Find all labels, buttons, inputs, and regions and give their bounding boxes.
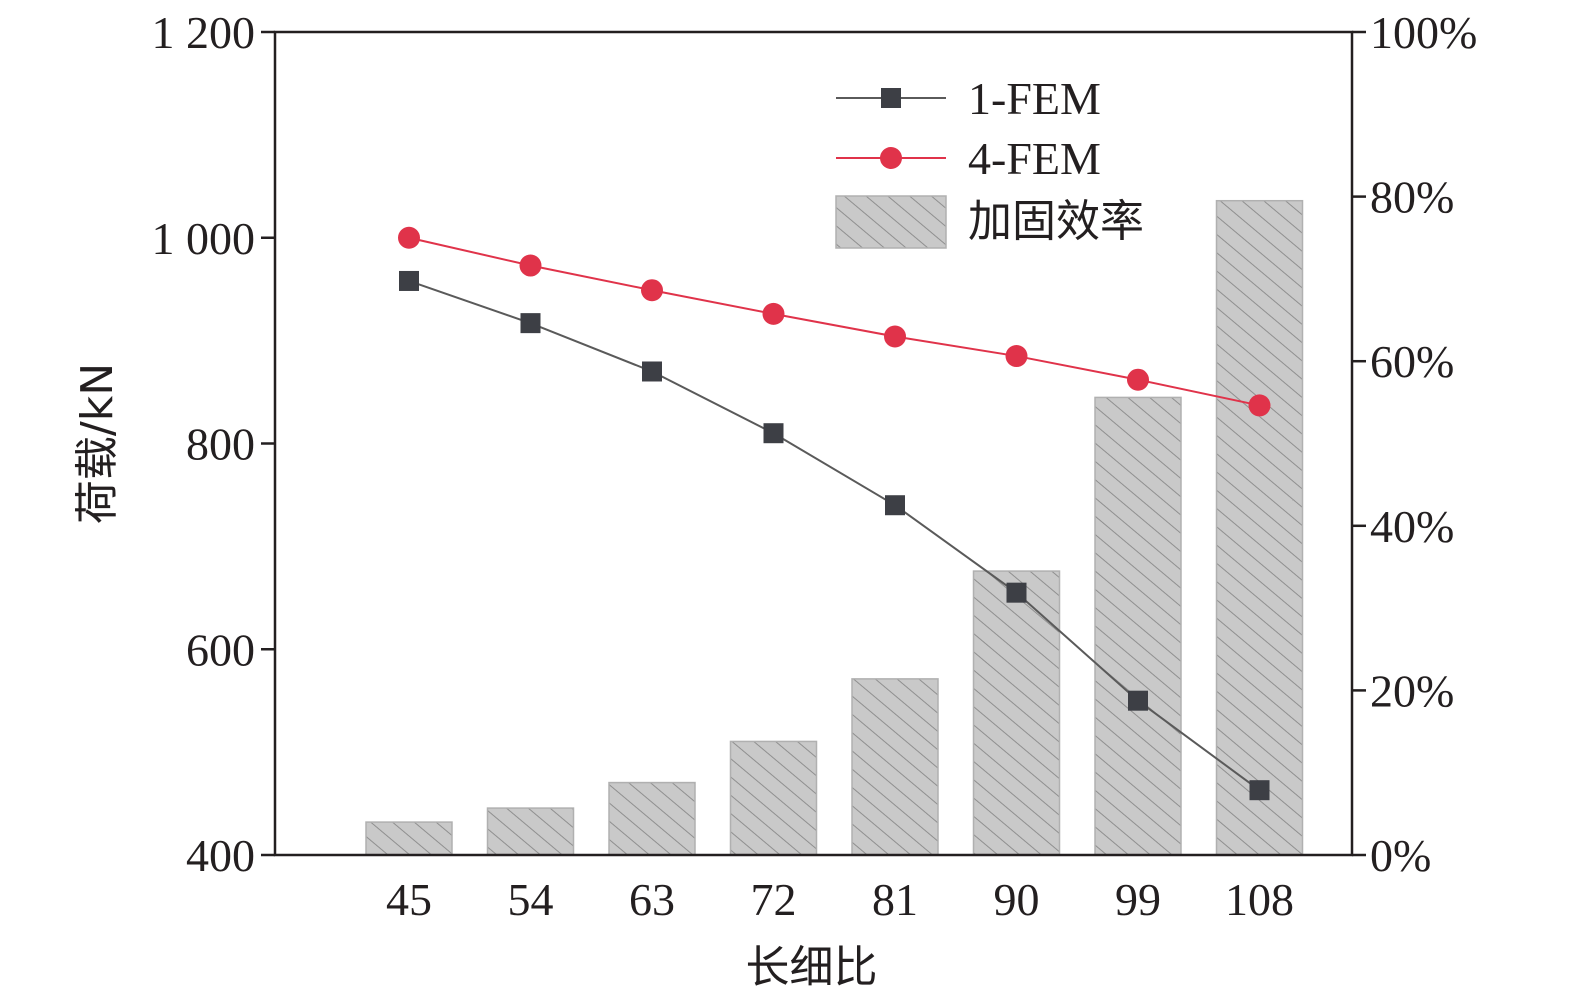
y2-tick-label: 100%: [1370, 7, 1477, 58]
x-tick-label: 63: [629, 874, 675, 925]
x-tick-label: 81: [872, 874, 918, 925]
point-1-fem-81: [885, 495, 905, 516]
series-line-4-fem: [408, 236, 1260, 407]
point-1-fem-72: [763, 423, 784, 444]
point-1-fem-90: [1006, 582, 1027, 603]
y2-tick-label: 0%: [1370, 830, 1431, 881]
legend-swatch-4-fem-marker: [880, 147, 902, 169]
point-4-fem-63: [641, 279, 663, 302]
labels-layer: 400 600 800 1 000 1 200 0% 20% 40% 60% 80% 100% 45 5…: [152, 7, 1478, 925]
point-1-fem-108: [1249, 780, 1270, 801]
point-4-fem-54: [519, 254, 542, 277]
y-axis-title: 荷载/kN: [72, 363, 123, 524]
bar-efficiency-90: [972, 570, 1061, 856]
x-tick-label: 45: [386, 874, 432, 925]
point-4-fem-72: [762, 302, 785, 325]
legend-swatch-1-fem-marker: [881, 88, 901, 108]
bar-efficiency-54: [486, 807, 575, 856]
point-4-fem-99: [1127, 368, 1149, 391]
legend-label-1-fem: 1-FEM: [968, 73, 1101, 124]
y-tick-label: 1 000: [152, 213, 256, 264]
x-tick-label: 99: [1115, 874, 1161, 925]
point-4-fem-90: [1005, 345, 1028, 368]
bar-efficiency-72: [729, 740, 818, 856]
point-1-fem-54: [520, 313, 541, 334]
y-tick-label: 400: [186, 830, 255, 881]
legend-label-4-fem: 4-FEM: [968, 133, 1101, 184]
bar-efficiency-99: [1094, 396, 1182, 856]
point-4-fem-81: [884, 325, 906, 348]
y2-tick-label: 20%: [1370, 665, 1454, 716]
lines-layer: [398, 226, 1271, 801]
legend-label-efficiency: 加固效率: [968, 196, 1144, 247]
bar-efficiency-81: [851, 678, 939, 856]
point-4-fem-108: [1248, 394, 1271, 417]
bar-efficiency-108: [1215, 199, 1304, 856]
y-tick-label: 600: [186, 624, 255, 675]
point-1-fem-99: [1128, 690, 1148, 711]
x-tick-label: 54: [508, 874, 554, 925]
bars-layer: [365, 199, 1304, 856]
y-tick-label: 800: [186, 419, 255, 470]
x-axis-title: 长细比: [746, 942, 878, 993]
y2-tick-label: 40%: [1370, 501, 1454, 552]
x-tick-label: 72: [751, 874, 797, 925]
point-1-fem-63: [642, 361, 662, 382]
series-line-1-fem: [408, 280, 1261, 791]
point-4-fem-45: [398, 226, 420, 249]
bar-efficiency-45: [365, 821, 453, 856]
y-tick-label: 1 200: [152, 7, 256, 58]
y2-tick-label: 60%: [1370, 336, 1454, 387]
y2-tick-label: 80%: [1370, 172, 1454, 223]
point-1-fem-45: [399, 270, 419, 291]
x-tick-label: 108: [1225, 874, 1294, 925]
plot-frame: [273, 30, 1354, 857]
legend-swatch-efficiency-bar: [835, 195, 947, 249]
ticks-layer: [261, 30, 1366, 857]
bar-efficiency-63: [608, 781, 696, 856]
x-tick-label: 90: [994, 874, 1040, 925]
legend: 1-FEM 4-FEM 加固效率: [835, 73, 1144, 249]
